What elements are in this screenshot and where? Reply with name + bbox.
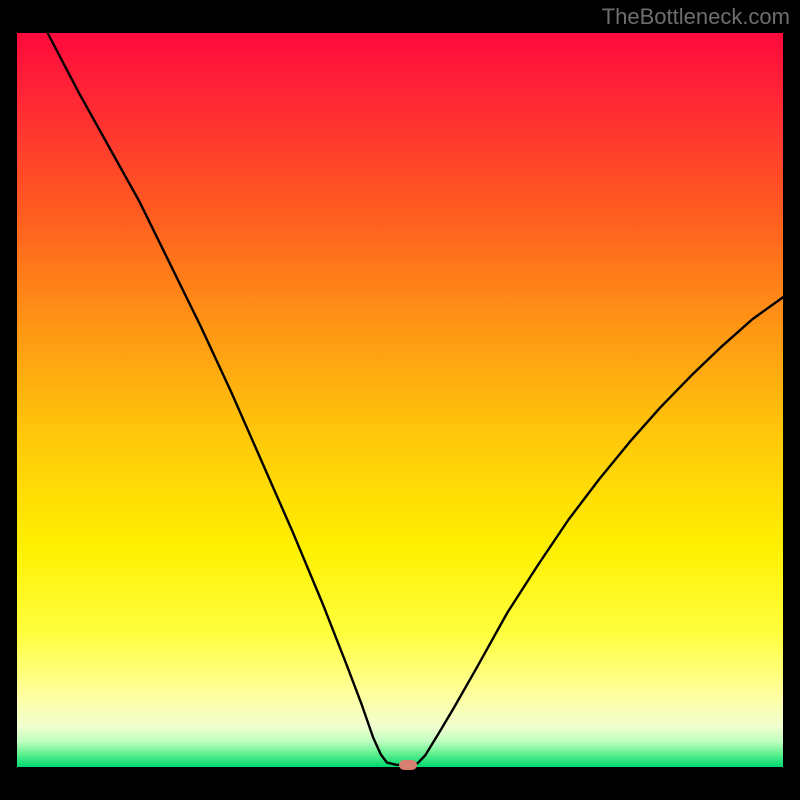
plot-region	[17, 33, 783, 767]
chart-container: TheBottleneck.com	[0, 0, 800, 800]
bottleneck-chart	[17, 33, 783, 767]
watermark-text: TheBottleneck.com	[602, 4, 790, 30]
optimal-point-marker	[399, 760, 417, 770]
